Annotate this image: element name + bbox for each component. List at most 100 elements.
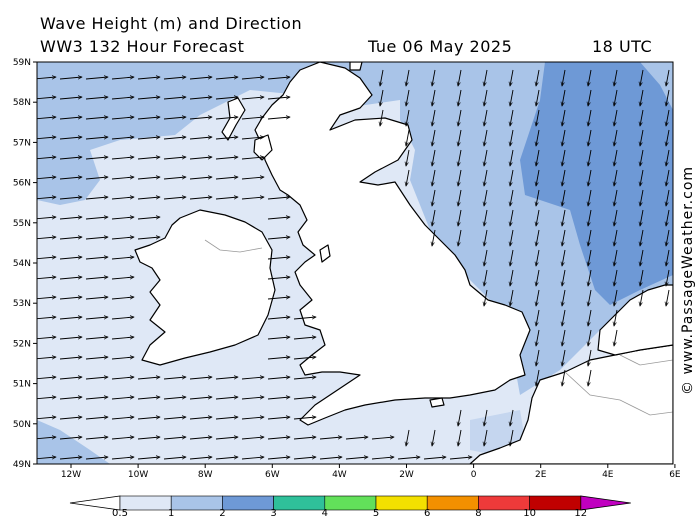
wave-direction-arrow bbox=[293, 457, 316, 459]
wave-direction-arrow bbox=[189, 417, 212, 419]
wave-direction-arrow bbox=[59, 177, 82, 179]
wave-direction-arrow bbox=[536, 309, 540, 326]
wave-direction-arrow bbox=[510, 289, 514, 306]
land bbox=[134, 62, 673, 464]
wave-direction-arrow bbox=[137, 437, 160, 439]
wave-direction-arrow bbox=[215, 117, 238, 119]
wave-direction-arrow bbox=[267, 77, 290, 79]
wave-direction-arrow bbox=[189, 157, 212, 159]
wave-direction-arrow bbox=[484, 189, 488, 206]
wave-direction-arrow bbox=[588, 149, 592, 166]
wave-direction-arrow bbox=[293, 357, 316, 359]
wave-direction-arrow bbox=[510, 149, 514, 166]
lon-label: 4E bbox=[602, 470, 614, 480]
wave-direction-arrow bbox=[59, 217, 82, 219]
colorbar-segment bbox=[324, 495, 377, 511]
wave-direction-arrow bbox=[293, 417, 316, 419]
wave-direction-arrow bbox=[614, 289, 618, 306]
wave-direction-arrow bbox=[484, 269, 488, 286]
wave-direction-arrow bbox=[640, 69, 644, 86]
model-label: WW3 132 Hour Forecast bbox=[40, 37, 245, 56]
wave-direction-arrow bbox=[85, 257, 108, 259]
wave-direction-arrow bbox=[59, 377, 82, 379]
wave-direction-arrow bbox=[562, 129, 566, 146]
wave-direction-arrow bbox=[59, 457, 82, 459]
wave-direction-arrow bbox=[163, 157, 186, 159]
wave-direction-arrow bbox=[614, 249, 618, 266]
borders bbox=[204, 239, 673, 416]
wave-direction-arrow bbox=[536, 249, 540, 266]
wave-direction-arrow bbox=[137, 177, 160, 179]
wave-direction-arrow bbox=[137, 237, 160, 239]
lon-label: 10W bbox=[128, 470, 148, 480]
wave-direction-arrow bbox=[137, 197, 160, 199]
wave-direction-arrow bbox=[666, 209, 670, 226]
wave-direction-arrow bbox=[37, 217, 56, 219]
wave-direction-arrow bbox=[510, 409, 514, 426]
wave-direction-arrow bbox=[562, 309, 566, 326]
lat-label: 55N bbox=[13, 219, 31, 229]
wave-direction-arrow bbox=[111, 417, 134, 419]
wave-direction-arrow bbox=[215, 97, 238, 99]
wave-direction-arrow bbox=[588, 349, 592, 366]
skye bbox=[253, 134, 273, 161]
wave-direction-arrow bbox=[640, 209, 644, 226]
wave-direction-arrow bbox=[562, 89, 566, 106]
wave-direction-arrow bbox=[111, 117, 134, 119]
lat-label: 59N bbox=[13, 58, 31, 68]
wave-direction-arrow bbox=[267, 357, 290, 359]
wave-direction-arrow bbox=[432, 69, 436, 86]
wave-direction-arrow bbox=[267, 377, 290, 379]
wave-direction-arrow bbox=[588, 69, 592, 86]
wave-direction-arrow bbox=[588, 329, 592, 346]
wave-direction-arrow bbox=[241, 77, 264, 79]
wave-direction-arrow bbox=[510, 269, 514, 286]
wave-direction-arrow bbox=[111, 177, 134, 179]
wave-direction-arrow bbox=[189, 117, 212, 119]
colorbar-segment bbox=[273, 495, 326, 511]
wave-direction-arrow bbox=[666, 69, 670, 86]
wave-direction-arrow bbox=[215, 137, 238, 139]
colorbar-tick-label: 10 bbox=[523, 508, 536, 519]
wave-direction-arrow bbox=[111, 77, 134, 79]
wave-direction-arrow bbox=[189, 397, 212, 399]
credit-text: © www.PassageWeather.com bbox=[680, 165, 696, 395]
wave-direction-arrow bbox=[137, 397, 160, 399]
wave-direction-arrow bbox=[510, 109, 514, 126]
wave-direction-arrow bbox=[484, 229, 488, 246]
wave-direction-arrow bbox=[432, 189, 436, 206]
wave-direction-arrow bbox=[111, 217, 134, 219]
wave-direction-arrow bbox=[484, 129, 488, 146]
wave-direction-arrow bbox=[458, 109, 462, 126]
wave-direction-arrow bbox=[510, 249, 514, 266]
wave-direction-arrow bbox=[484, 89, 488, 106]
wave-direction-arrow bbox=[536, 229, 540, 246]
colorbar-tick-label: 4 bbox=[321, 508, 328, 519]
wave-direction-arrow bbox=[37, 397, 56, 399]
wave-direction-arrow bbox=[458, 69, 462, 86]
hebrides bbox=[221, 97, 246, 141]
wave-direction-arrow bbox=[59, 397, 82, 399]
wave-direction-arrow bbox=[562, 289, 566, 306]
wave-direction-arrow bbox=[562, 169, 566, 186]
wave-direction-arrow bbox=[85, 297, 108, 299]
colorbar-tick-label: 5 bbox=[372, 508, 380, 519]
wave-direction-arrow bbox=[484, 249, 488, 266]
wave-direction-arrow bbox=[59, 277, 82, 279]
wave-direction-arrow bbox=[640, 289, 644, 306]
wave-direction-arrow bbox=[59, 137, 82, 139]
wave-direction-arrow bbox=[37, 317, 56, 319]
longitude-axis: 12W 10W 8W 6W 4W 2W 0 2E 4E 6E bbox=[61, 464, 681, 480]
wave-direction-arrow bbox=[59, 237, 82, 239]
wave-direction-arrow bbox=[397, 457, 420, 459]
wave-direction-arrow bbox=[59, 297, 82, 299]
wave-direction-arrow bbox=[640, 269, 644, 286]
wave-direction-arrow bbox=[267, 277, 290, 279]
wave-direction-arrow bbox=[614, 229, 618, 246]
wave-direction-arrow bbox=[449, 457, 472, 459]
wave-direction-arrow bbox=[640, 89, 644, 106]
wave-direction-arrow bbox=[189, 437, 212, 439]
lon-label: 4W bbox=[332, 470, 347, 480]
wave-direction-arrow bbox=[484, 169, 488, 186]
